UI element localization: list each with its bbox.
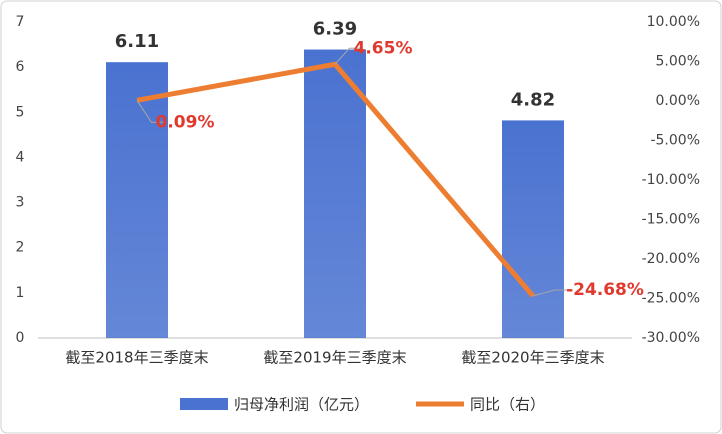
y-tick-label: 5: [16, 104, 25, 120]
y-tick-label: 6: [16, 59, 25, 75]
line: [136, 61, 535, 298]
bar-value-label: 4.82: [511, 89, 555, 110]
y2-tick-label: 10.00%: [647, 14, 700, 30]
legend-label: 归母净利润（亿元）: [234, 396, 369, 414]
bar: [304, 49, 366, 339]
y-tick-label: 7: [16, 14, 25, 30]
y2-tick-label: 0.00%: [656, 93, 700, 109]
x-tick-label: 截至2018年三季度末: [65, 349, 208, 367]
line-value-label: -24.68%: [566, 280, 644, 300]
x-tick-label: 截至2020年三季度末: [461, 349, 604, 367]
leader-line: [334, 47, 362, 65]
legend-swatch: [180, 398, 228, 410]
y2-tick-label: -30.00%: [642, 330, 700, 346]
x-tick-label: 截至2019年三季度末: [263, 349, 406, 367]
bar-value-label: 6.11: [115, 31, 159, 52]
leader-line: [136, 100, 164, 123]
y2-tick-label: -10.00%: [642, 172, 700, 188]
y-tick-label: 4: [16, 149, 25, 165]
y2-tick-label: -15.00%: [642, 212, 700, 228]
bar-value-label: 6.39: [313, 19, 357, 40]
y2-tick-label: -20.00%: [642, 251, 700, 267]
y2-tick-label: 5.00%: [656, 54, 700, 70]
legend-label: 同比（右）: [470, 396, 545, 414]
y2-tick-label: -5.00%: [650, 133, 700, 149]
y-tick-label: 3: [16, 195, 25, 211]
bar: [106, 62, 168, 338]
y2-tick-label: -25.00%: [642, 291, 700, 307]
y-tick-label: 0: [16, 330, 25, 346]
leader-line: [532, 289, 573, 297]
bar: [502, 120, 564, 338]
y-tick-label: 1: [16, 285, 25, 301]
y-tick-label: 2: [16, 240, 25, 256]
line-value-label: 4.65%: [354, 38, 413, 58]
line-value-label: 0.09%: [156, 112, 215, 132]
